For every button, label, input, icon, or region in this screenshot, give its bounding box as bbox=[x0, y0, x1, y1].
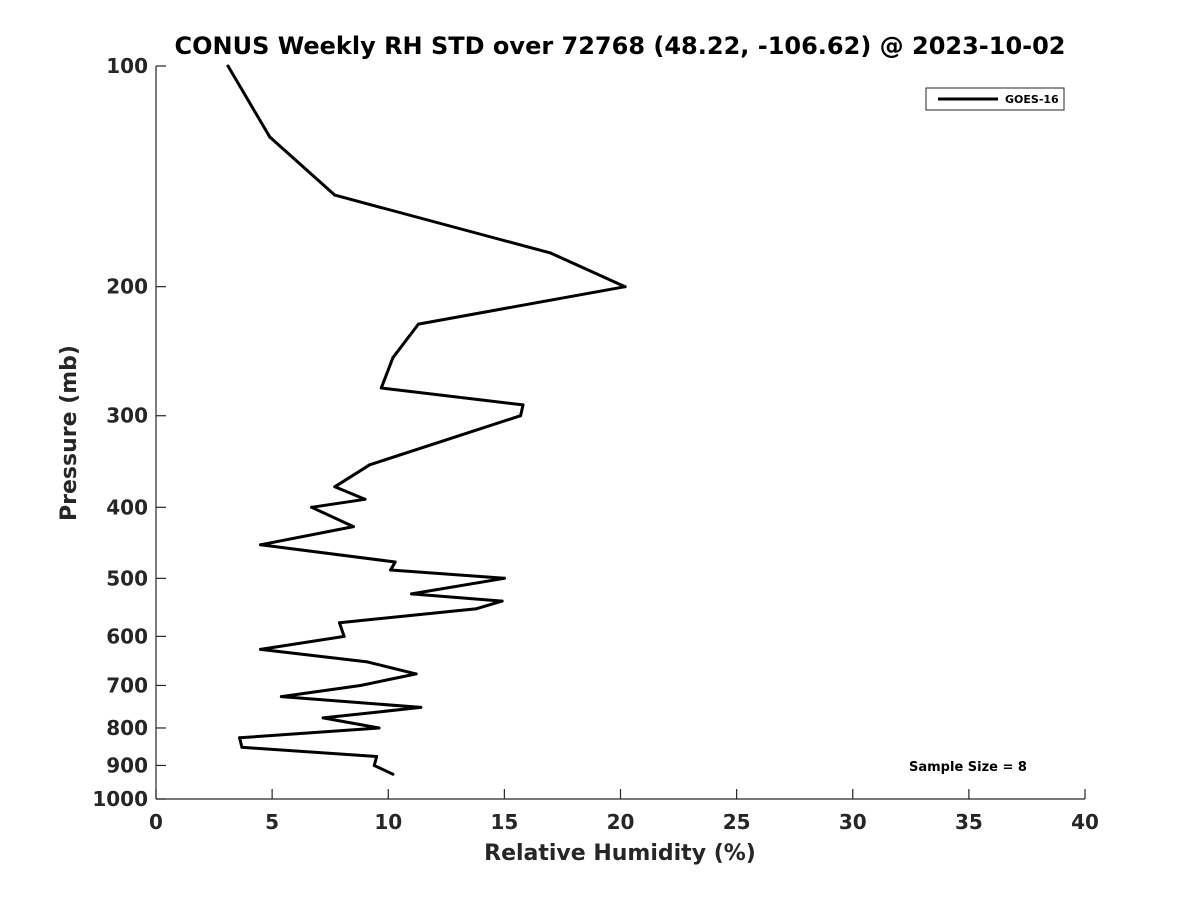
y-tick-label: 200 bbox=[106, 275, 148, 299]
data-point bbox=[333, 193, 337, 197]
y-tick-label: 100 bbox=[106, 54, 148, 78]
data-point bbox=[259, 543, 262, 547]
data-point bbox=[391, 772, 395, 776]
x-tick-label: 0 bbox=[149, 810, 163, 834]
y-tick-label: 1000 bbox=[92, 787, 148, 811]
series-group bbox=[226, 64, 627, 776]
data-point bbox=[519, 414, 523, 418]
data-point bbox=[377, 726, 381, 730]
data-point bbox=[549, 251, 553, 255]
y-axis-label: Pressure (mb) bbox=[57, 345, 82, 521]
y-tick-label: 500 bbox=[106, 566, 148, 590]
x-tick-label: 30 bbox=[839, 810, 867, 834]
x-tick-label: 35 bbox=[955, 810, 983, 834]
data-point bbox=[363, 497, 367, 501]
data-point bbox=[342, 634, 346, 638]
data-point bbox=[351, 525, 355, 529]
legend-entry-goes-16: GOES-16 bbox=[1005, 93, 1059, 106]
data-point bbox=[365, 660, 369, 664]
data-point bbox=[500, 599, 504, 603]
data-point bbox=[259, 647, 262, 651]
legend: GOES-16 bbox=[925, 87, 1065, 111]
y-tick-label: 600 bbox=[106, 624, 148, 648]
data-point bbox=[521, 403, 525, 407]
y-axis-ticks: 100 200 300 400 500 600 700 800 900 1000 bbox=[92, 54, 166, 811]
x-axis-label: Relative Humidity (%) bbox=[484, 841, 756, 866]
x-tick-label: 40 bbox=[1071, 810, 1099, 834]
data-point bbox=[240, 745, 244, 749]
y-tick-label: 900 bbox=[106, 753, 148, 777]
data-point bbox=[393, 560, 397, 564]
sample-size-annotation: Sample Size = 8 bbox=[909, 760, 1027, 775]
data-point bbox=[279, 695, 283, 699]
data-point bbox=[321, 716, 325, 720]
y-tick-label: 400 bbox=[106, 495, 148, 519]
data-point bbox=[268, 135, 272, 139]
chart-title: CONUS Weekly RH STD over 72768 (48.22, -… bbox=[174, 32, 1065, 60]
data-point bbox=[226, 64, 230, 68]
data-point bbox=[338, 621, 341, 625]
data-point bbox=[375, 755, 379, 758]
data-point bbox=[416, 322, 420, 326]
data-point bbox=[623, 285, 627, 289]
x-tick-label: 20 bbox=[607, 810, 635, 834]
data-point bbox=[419, 705, 423, 709]
plot-area bbox=[156, 66, 1085, 799]
x-axis-ticks: 0 5 10 15 20 25 30 35 40 bbox=[149, 789, 1099, 834]
data-point bbox=[368, 463, 372, 467]
data-point bbox=[379, 386, 383, 390]
data-point bbox=[410, 592, 413, 596]
data-point bbox=[414, 672, 418, 676]
data-point bbox=[333, 485, 337, 489]
x-tick-label: 10 bbox=[374, 810, 402, 834]
data-point bbox=[502, 576, 506, 580]
data-point bbox=[475, 607, 478, 611]
y-tick-label: 800 bbox=[106, 716, 148, 740]
x-tick-label: 5 bbox=[265, 810, 279, 834]
x-tick-label: 15 bbox=[490, 810, 518, 834]
x-tick-label: 25 bbox=[723, 810, 751, 834]
data-point bbox=[238, 736, 242, 740]
data-point bbox=[310, 505, 314, 509]
data-point bbox=[389, 568, 393, 572]
data-point bbox=[358, 684, 362, 687]
data-point bbox=[372, 764, 376, 767]
data-point bbox=[391, 356, 395, 360]
y-tick-label: 300 bbox=[106, 404, 148, 428]
y-tick-label: 700 bbox=[106, 673, 148, 697]
